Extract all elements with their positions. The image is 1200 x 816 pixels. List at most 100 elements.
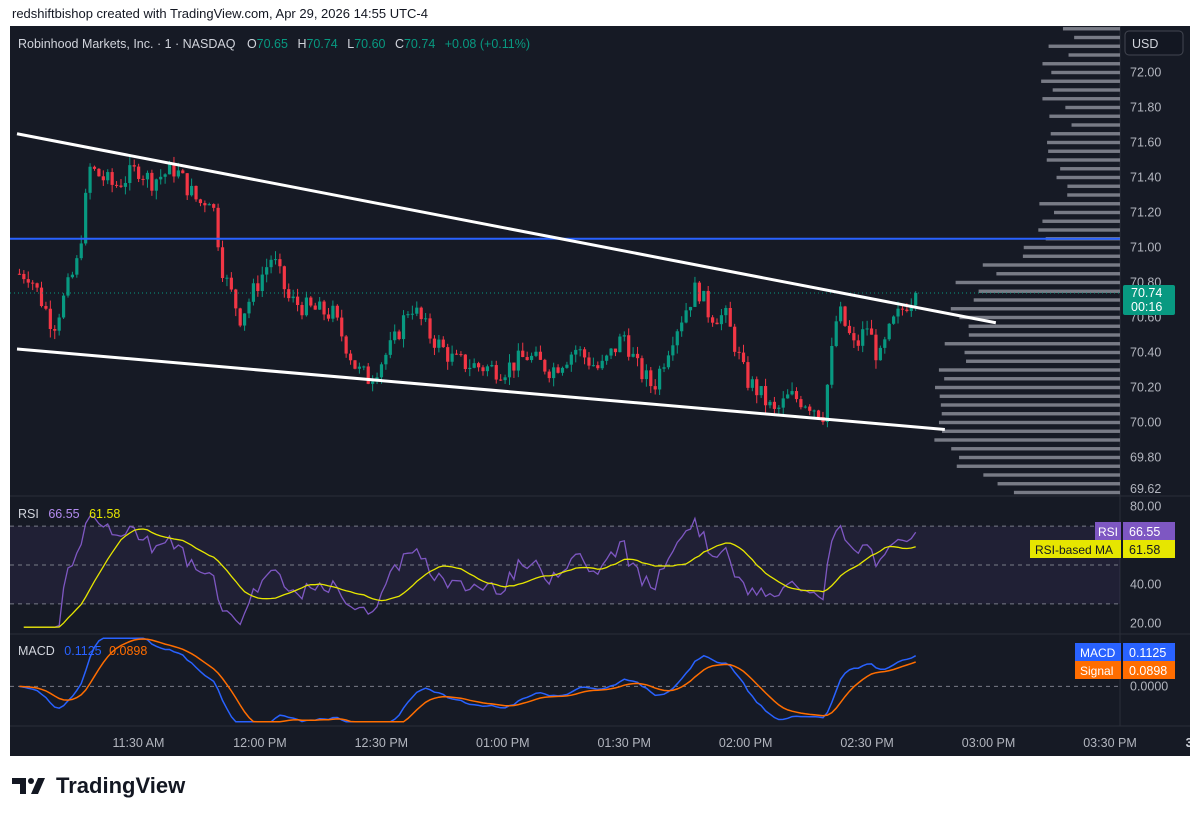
volume-bar [968,333,1120,337]
lower-trendline[interactable] [16,347,945,431]
candle-body [724,307,728,316]
candle [150,169,154,196]
candle [591,357,595,367]
candle [53,325,57,340]
candle-body [578,349,582,351]
last-price-tag: 70.74 00:16 [1123,285,1175,315]
candle [401,310,406,348]
rsi-legend[interactable]: RSI 66.55 61.58 [18,507,120,521]
time-axis[interactable]: 11:30 AM 12:00 PM 12:30 PM 01:00 PM 01:30 PM… [112,736,1199,750]
candle [450,345,454,366]
rsi-tick-label: 80.00 [1130,500,1161,514]
candle-body [640,358,644,380]
macd-axis[interactable]: 0.0000 [1130,679,1168,693]
time-tick-label: 01:00 PM [476,736,530,750]
volume-bar [1038,228,1120,232]
candle-body [348,353,353,361]
volume-bar [1052,88,1120,92]
candle [322,299,326,321]
candle-body [97,168,101,177]
macd-legend[interactable]: MACD 0.1125 0.0898 [18,644,147,658]
rsi-tag-value: 66.55 [1129,525,1160,539]
candle-body [525,357,529,361]
candle [344,335,348,358]
candle-body [31,282,35,284]
candle-body [410,313,414,315]
candle-body [627,335,631,357]
candle-body [132,165,136,167]
candle [839,301,843,324]
candle-body [150,172,154,191]
candle-body [843,306,847,326]
candle-body [331,305,335,319]
candle [137,163,141,183]
volume-bar [1056,175,1120,180]
candle [622,331,626,342]
candle-body [278,259,282,267]
rsi-axis[interactable]: 80.00 40.00 20.00 [1130,500,1161,631]
candle [816,409,821,419]
candle-body [114,184,119,186]
candle [878,345,882,361]
candle [680,316,684,337]
candle-body [234,289,238,309]
candle [335,304,339,321]
currency-button[interactable]: USD [1124,30,1184,56]
volume-bar [966,359,1120,363]
candle-body [110,172,114,185]
candles [17,156,918,428]
candle-body [521,350,525,358]
candle-body [543,359,547,372]
bar-countdown: 00:16 [1131,300,1162,314]
macd-tags: MACD 0.1125 Signal 0.0898 [1075,643,1175,679]
volume-bar [1042,62,1120,66]
candle-body [900,308,905,310]
candle [883,336,887,354]
rsi-value: 66.55 [48,507,79,521]
volume-bar [982,263,1120,267]
candle-body [326,314,331,319]
candle-body [680,322,684,332]
candle [843,305,847,327]
upper-trendline[interactable] [16,132,997,325]
candle-body [203,203,207,206]
candle-body [839,306,843,322]
candle-body [816,410,821,418]
volume-bar [942,429,1120,433]
candle [22,270,26,284]
candle-body [666,355,671,368]
candle-body [353,360,357,369]
volume-bar [955,280,1120,285]
candle [865,320,869,336]
candle [463,354,467,373]
candle-body [260,274,264,292]
candle-body [847,325,852,334]
candle [31,280,35,291]
candle-body [861,329,865,346]
candle-body [61,295,66,318]
rsi-ma-tag-label: RSI-based MA [1035,543,1113,557]
candle-body [600,360,604,369]
candle [84,188,88,246]
candle-body [313,305,317,310]
candle [260,266,264,297]
macd-tag-value: 0.1125 [1129,646,1166,660]
candle-body [247,301,251,314]
currency-label: USD [1132,37,1158,51]
candle-body [825,384,829,422]
candle-body [759,386,763,396]
chart-canvas[interactable]: 72.0071.8071.6071.4071.2071.0070.8070.60… [10,26,1200,756]
volume-bar [935,385,1120,390]
candle-body [605,355,609,361]
brand[interactable]: TradingView [12,772,185,800]
candle [247,298,251,319]
candle [799,395,803,410]
candle-body [481,367,485,372]
candle-body [318,301,322,310]
volume-bar [1047,140,1120,145]
symbol-legend[interactable]: Robinhood Markets, Inc. · 1 · NASDAQ O70… [18,37,530,51]
candle-body [644,370,648,380]
candle-body [618,336,622,353]
candle [163,173,167,184]
candle [353,360,357,370]
